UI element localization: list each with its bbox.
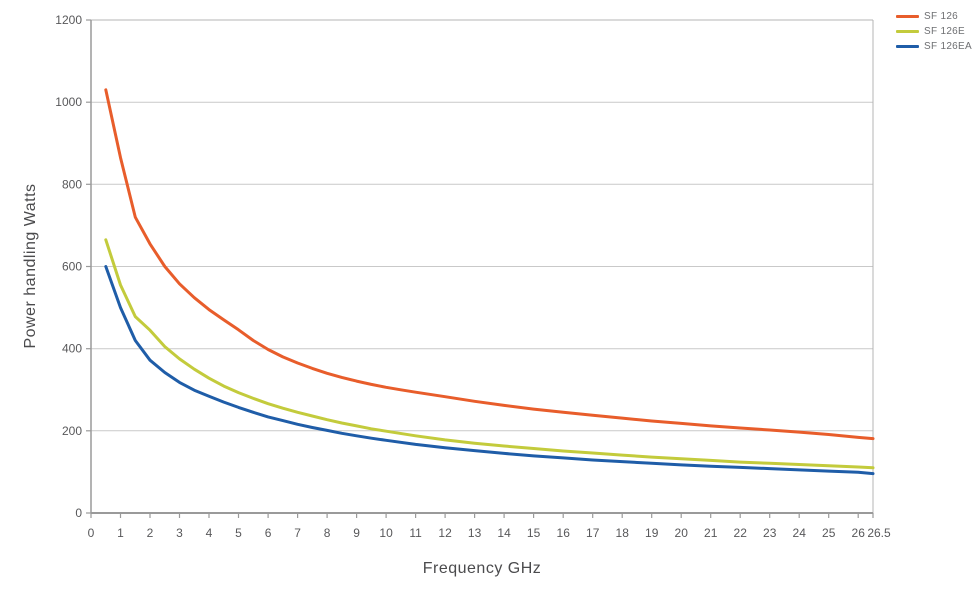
x-axis-title: Frequency GHz [422,560,542,577]
x-tick-label-26.5: 26.5 [867,526,891,540]
legend-swatch-sf-126ea [896,45,919,48]
x-tick-label-16: 16 [557,526,571,540]
legend-label-sf-126ea: SF 126EA [924,41,972,52]
x-tick-label-7: 7 [294,526,301,540]
series-sf-126ea [104,265,875,476]
y-tick-label-0: 0 [75,506,82,520]
legend-swatch-sf-126 [896,15,919,18]
y-tick-label-200: 200 [62,424,82,438]
x-tick-label-15: 15 [527,526,541,540]
legend-label-sf-126: SF 126 [924,11,959,22]
x-tick-label-26: 26 [852,526,866,540]
x-tick-label-0: 0 [88,526,95,540]
x-tick-label-19: 19 [645,526,659,540]
x-tick-label-8: 8 [324,526,331,540]
x-tick-label-20: 20 [675,526,689,540]
x-tick-label-25: 25 [822,526,836,540]
x-tick-label-1: 1 [117,526,124,540]
x-tick-label-12: 12 [438,526,452,540]
legend-swatch-sf-126e [896,30,919,33]
x-tick-label-18: 18 [616,526,630,540]
x-tick-label-9: 9 [353,526,360,540]
x-tick-label-17: 17 [586,526,600,540]
x-tick-label-11: 11 [409,526,422,540]
x-tick-label-5: 5 [235,526,242,540]
y-axis-title-text: Power handling Watts [22,183,39,349]
y-tick-label-800: 800 [62,177,82,191]
x-tick-label-10: 10 [379,526,393,540]
x-tick-label-6: 6 [265,526,272,540]
y-tick-label-400: 400 [62,342,82,356]
legend-item-sf-126: SF 126 [896,11,972,22]
x-tick-label-24: 24 [793,526,807,540]
legend-item-sf-126ea: SF 126EA [896,41,972,52]
legend-item-sf-126e: SF 126E [896,26,972,37]
x-tick-label-14: 14 [497,526,511,540]
x-tick-label-4: 4 [206,526,213,540]
y-tick-label-600: 600 [62,260,82,274]
x-tick-label-2: 2 [147,526,154,540]
series-sf-126 [104,88,875,441]
x-tick-label-13: 13 [468,526,482,540]
x-tick-label-23: 23 [763,526,777,540]
y-tick-label-1000: 1000 [55,95,82,109]
x-tick-label-21: 21 [704,526,718,540]
chart-legend: SF 126 SF 126E SF 126EA [896,11,972,52]
series-sf-126e [104,238,875,470]
x-tick-label-22: 22 [734,526,748,540]
legend-label-sf-126e: SF 126E [924,26,966,37]
x-tick-label-3: 3 [176,526,183,540]
y-tick-label-1200: 1200 [55,13,82,27]
